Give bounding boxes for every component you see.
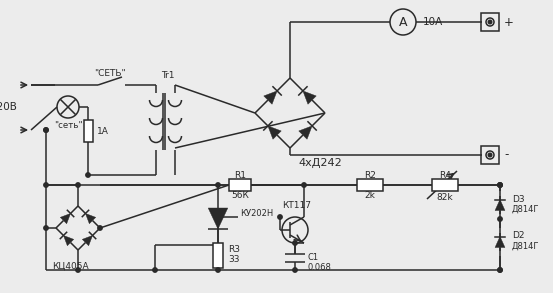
Text: "СЕТЬ": "СЕТЬ": [94, 69, 126, 78]
Circle shape: [498, 268, 502, 272]
Polygon shape: [60, 214, 71, 224]
Polygon shape: [299, 126, 312, 139]
Circle shape: [216, 183, 220, 187]
Text: 10А: 10А: [423, 17, 444, 27]
Text: D2: D2: [512, 231, 524, 241]
Circle shape: [278, 215, 282, 219]
Text: 220В: 220В: [0, 103, 17, 113]
Bar: [481, 146, 499, 164]
Text: C1: C1: [307, 253, 318, 263]
Polygon shape: [86, 214, 96, 224]
Circle shape: [293, 268, 297, 272]
Circle shape: [498, 183, 502, 187]
Circle shape: [44, 128, 48, 132]
Polygon shape: [64, 236, 74, 246]
Polygon shape: [208, 208, 228, 229]
Text: +: +: [504, 16, 514, 28]
Text: КЦ405А: КЦ405А: [51, 261, 88, 270]
Text: 33: 33: [228, 255, 239, 265]
Polygon shape: [303, 91, 316, 104]
Text: R4: R4: [439, 171, 451, 180]
Circle shape: [488, 20, 492, 24]
Polygon shape: [82, 236, 92, 246]
Polygon shape: [495, 200, 505, 210]
Text: Tr1: Tr1: [161, 71, 175, 81]
Text: R1: R1: [234, 171, 246, 180]
Bar: [229, 179, 251, 191]
Text: D3: D3: [512, 195, 525, 204]
Circle shape: [498, 217, 502, 221]
Circle shape: [293, 241, 297, 245]
Polygon shape: [495, 236, 505, 248]
Bar: [84, 120, 92, 142]
Text: 2k: 2k: [364, 192, 375, 200]
Polygon shape: [268, 126, 281, 139]
Circle shape: [498, 183, 502, 187]
Text: R3: R3: [228, 246, 240, 255]
Text: R2: R2: [364, 171, 376, 180]
Circle shape: [498, 268, 502, 272]
Circle shape: [86, 173, 90, 177]
Text: Д814Г: Д814Г: [512, 205, 540, 214]
Bar: [481, 13, 499, 31]
Text: 82k: 82k: [437, 193, 453, 202]
Text: 4хД242: 4хД242: [298, 158, 342, 168]
Circle shape: [153, 268, 157, 272]
Text: -: -: [504, 149, 508, 161]
Circle shape: [488, 153, 492, 157]
Text: 56К: 56К: [231, 192, 249, 200]
Circle shape: [76, 268, 80, 272]
Circle shape: [44, 226, 48, 230]
Circle shape: [76, 183, 80, 187]
Text: 0.068: 0.068: [307, 263, 331, 272]
Text: 1А: 1А: [97, 127, 109, 135]
Polygon shape: [264, 91, 277, 104]
Text: "сеть": "сеть": [54, 120, 82, 130]
Bar: [357, 179, 383, 191]
Bar: [213, 243, 223, 268]
Circle shape: [498, 183, 502, 187]
Text: Д814Г: Д814Г: [512, 241, 540, 251]
Circle shape: [302, 183, 306, 187]
Text: КУ202Н: КУ202Н: [240, 209, 273, 217]
Circle shape: [44, 183, 48, 187]
Text: A: A: [399, 16, 407, 30]
Circle shape: [44, 128, 48, 132]
Text: КТ117: КТ117: [283, 202, 311, 210]
Circle shape: [216, 268, 220, 272]
Circle shape: [98, 226, 102, 230]
Bar: [432, 179, 458, 191]
